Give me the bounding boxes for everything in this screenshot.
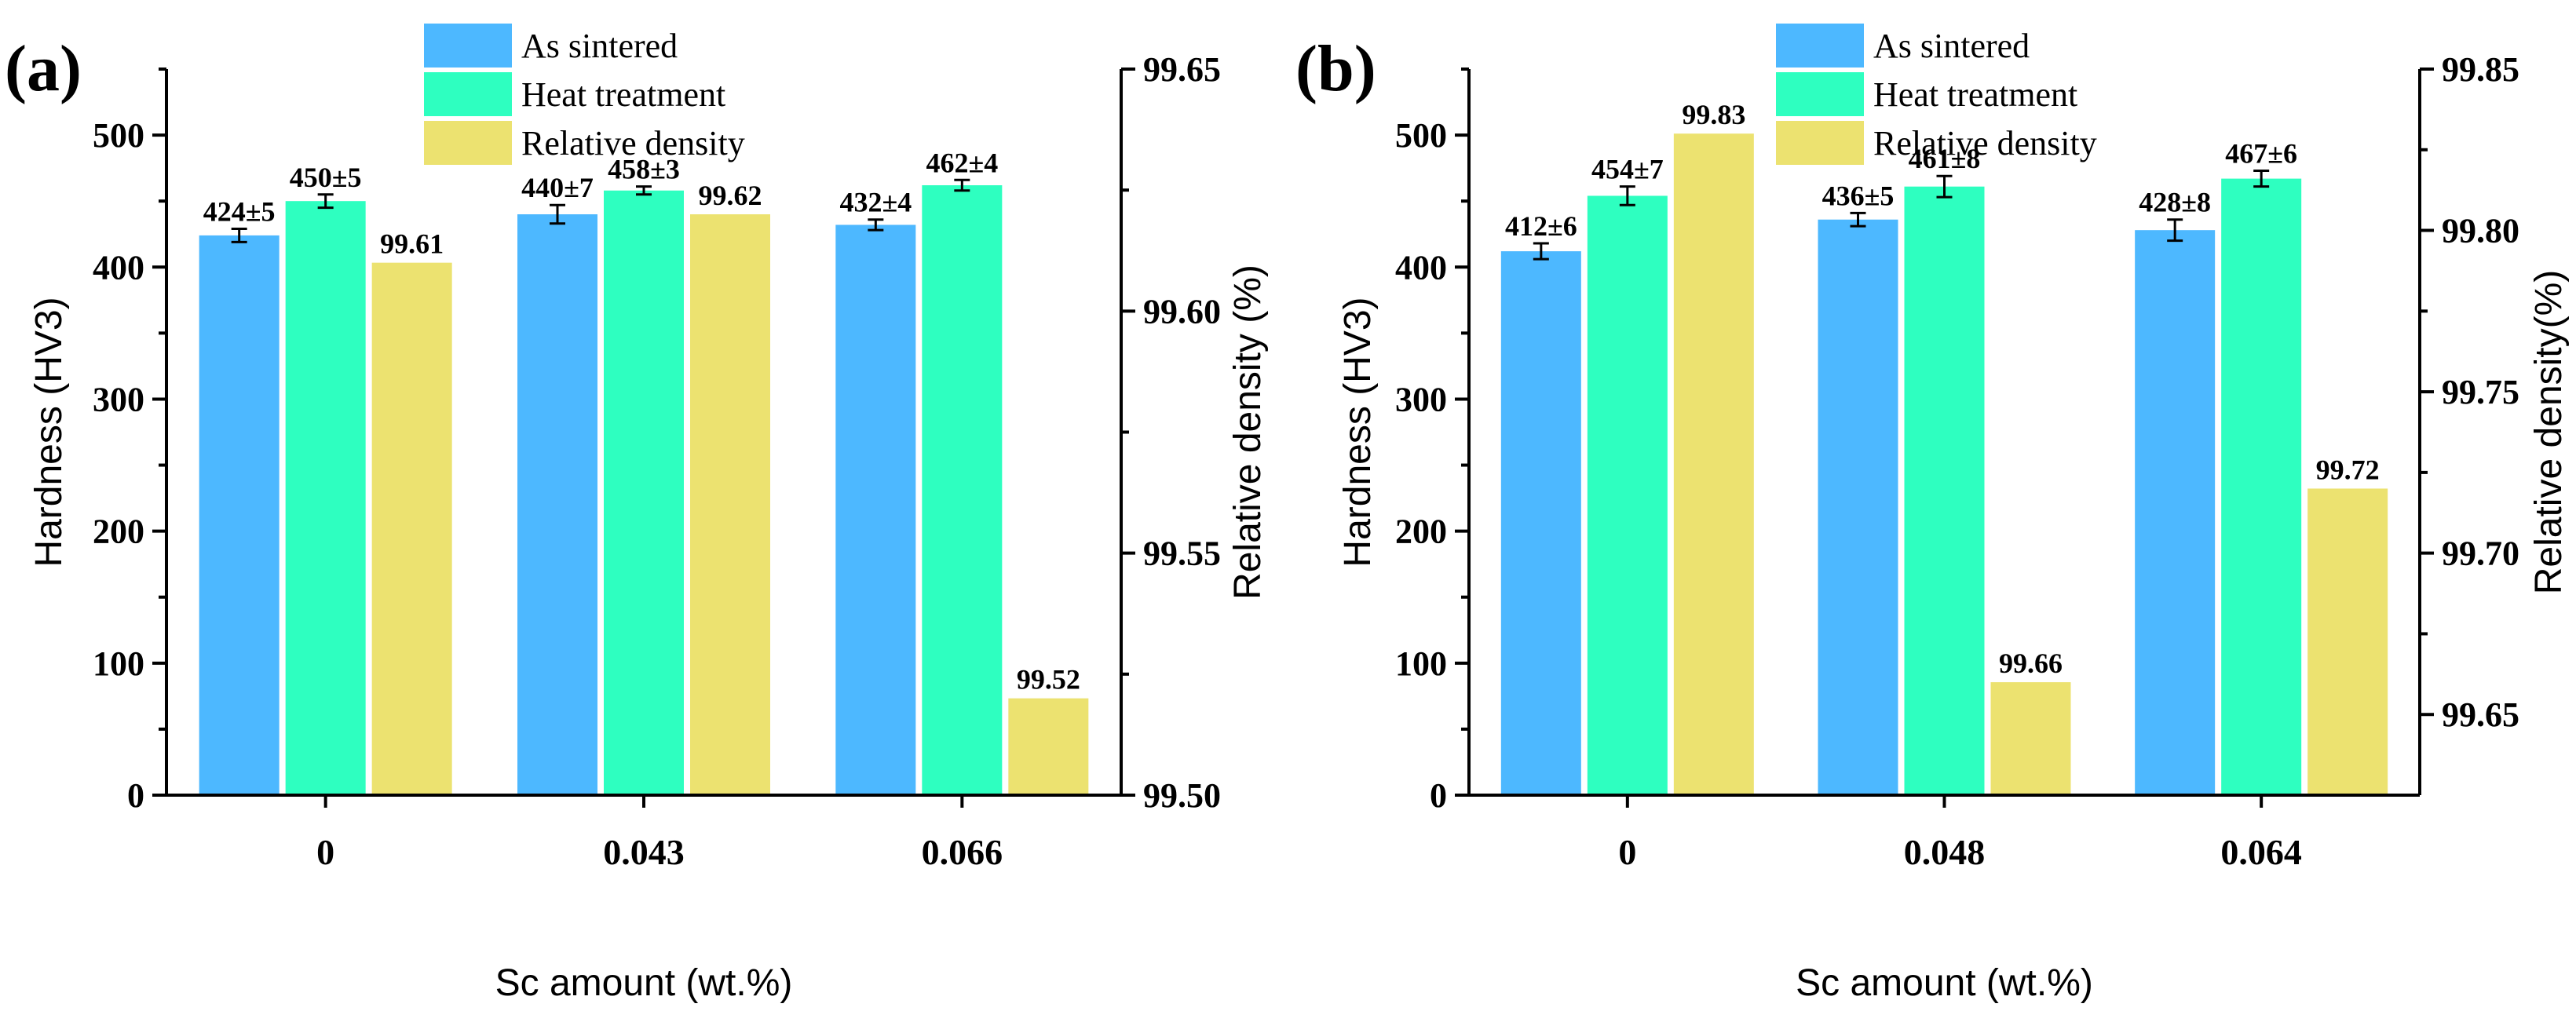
- y2-axis-title: Relative density (%): [1227, 265, 1269, 600]
- x-axis-title: Sc amount (wt.%): [495, 962, 793, 1004]
- x-axis-title: Sc amount (wt.%): [1796, 962, 2093, 1004]
- legend-label-2: Relative density: [1873, 124, 2097, 162]
- y-tick-label-2: 200: [1395, 513, 1447, 551]
- bar-as-sintered-1: [517, 214, 597, 795]
- data-label-1-0: 450±5: [290, 162, 362, 193]
- bar-heat-treatment-0: [1587, 195, 1668, 796]
- y-tick-label-4: 400: [93, 248, 144, 287]
- x-tick-label-0: 0: [1618, 832, 1636, 872]
- y-tick-label-2: 200: [93, 513, 144, 551]
- data-label-2-0: 99.61: [380, 228, 444, 260]
- data-label-0-1: 436±5: [1822, 180, 1895, 211]
- bar-heat-treatment-2: [2221, 178, 2302, 795]
- x-tick-label-2: 0.066: [922, 832, 1003, 872]
- y2-tick-label-3: 99.80: [2442, 212, 2519, 250]
- x-tick-label-0: 0: [316, 832, 334, 872]
- bar-as-sintered-0: [199, 235, 280, 796]
- y-tick-label-5: 500: [93, 116, 144, 155]
- data-label-0-2: 428±8: [2139, 187, 2211, 218]
- legend-label-1: Heat treatment: [521, 75, 725, 114]
- bar-heat-treatment-1: [1904, 186, 1985, 795]
- bar-relative-density-0: [371, 262, 452, 796]
- bar-relative-density-2: [1008, 698, 1089, 795]
- legend-swatch-1: [424, 72, 512, 116]
- data-label-1-2: 467±6: [2225, 138, 2297, 170]
- y2-tick-label-0: 99.50: [1143, 776, 1221, 815]
- y-tick-label-3: 300: [1395, 380, 1447, 418]
- legend-label-2: Relative density: [521, 124, 745, 162]
- data-label-2-2: 99.52: [1017, 664, 1080, 695]
- y-tick-label-1: 100: [93, 644, 144, 683]
- legend-swatch-0: [1776, 24, 1864, 68]
- legend-label-0: As sintered: [1873, 27, 2030, 65]
- y-tick-label-0: 0: [1430, 776, 1447, 815]
- bar-relative-density-1: [1990, 682, 2071, 795]
- bar-heat-treatment-1: [604, 190, 684, 795]
- panel-a: 424±5 450±5 99.61 0 440±7 458±3 99.62 0.043 432±…: [5, 24, 1269, 1004]
- y-axis-title: Hardness (HV3): [28, 297, 70, 567]
- data-label-1-0: 454±7: [1591, 154, 1664, 185]
- y-tick-label-5: 500: [1395, 116, 1447, 155]
- data-label-1-1: 458±3: [608, 154, 680, 185]
- y2-tick-label-1: 99.70: [2442, 535, 2519, 573]
- legend-swatch-0: [424, 24, 512, 68]
- data-label-0-0: 424±5: [203, 196, 276, 228]
- y2-tick-label-2: 99.60: [1143, 292, 1221, 330]
- bar-relative-density-0: [1673, 133, 1754, 795]
- data-label-1-2: 462±4: [926, 147, 998, 178]
- x-tick-label-2: 0.064: [2220, 832, 2302, 872]
- data-label-0-0: 412±6: [1505, 210, 1577, 242]
- data-label-1-1: 461±8: [1909, 143, 1981, 174]
- legend-swatch-2: [424, 121, 512, 165]
- panel-label: (b): [1295, 32, 1376, 105]
- y2-axis-title: Relative density(%): [2528, 270, 2570, 594]
- bar-as-sintered-1: [1818, 219, 1898, 795]
- x-tick-label-1: 0.048: [1904, 832, 1986, 872]
- y-tick-label-1: 100: [1395, 644, 1447, 683]
- bar-relative-density-1: [690, 214, 770, 795]
- y2-tick-label-0: 99.65: [2442, 695, 2519, 734]
- data-label-2-2: 99.72: [2316, 454, 2380, 485]
- legend-swatch-1: [1776, 72, 1864, 116]
- legend-label-1: Heat treatment: [1873, 75, 2077, 114]
- data-label-2-0: 99.83: [1682, 99, 1745, 130]
- y-tick-label-4: 400: [1395, 248, 1447, 287]
- y-axis-title: Hardness (HV3): [1337, 297, 1379, 567]
- panel-label: (a): [5, 32, 82, 105]
- bar-relative-density-2: [2307, 488, 2388, 795]
- bar-heat-treatment-2: [922, 185, 1003, 795]
- y2-tick-label-4: 99.85: [2442, 50, 2519, 89]
- data-label-0-1: 440±7: [521, 172, 594, 203]
- y2-tick-label-3: 99.65: [1143, 50, 1221, 89]
- data-label-0-2: 432±4: [839, 187, 912, 218]
- data-label-2-1: 99.62: [699, 180, 762, 211]
- bar-heat-treatment-0: [285, 201, 366, 795]
- data-label-2-1: 99.66: [1999, 648, 2063, 679]
- panel-b: 412±6 454±7 99.83 0 436±5 461±8 99.66 0.048 428±…: [1295, 24, 2570, 1004]
- legend-label-0: As sintered: [521, 27, 678, 65]
- y2-tick-label-2: 99.75: [2442, 373, 2519, 411]
- y-tick-label-0: 0: [127, 776, 144, 815]
- y-tick-label-3: 300: [93, 380, 144, 418]
- bar-as-sintered-2: [835, 224, 916, 795]
- legend-swatch-2: [1776, 121, 1864, 165]
- y2-tick-label-1: 99.55: [1143, 535, 1221, 573]
- bar-as-sintered-0: [1500, 251, 1581, 795]
- x-tick-label-1: 0.043: [603, 832, 685, 872]
- bar-as-sintered-2: [2135, 230, 2216, 795]
